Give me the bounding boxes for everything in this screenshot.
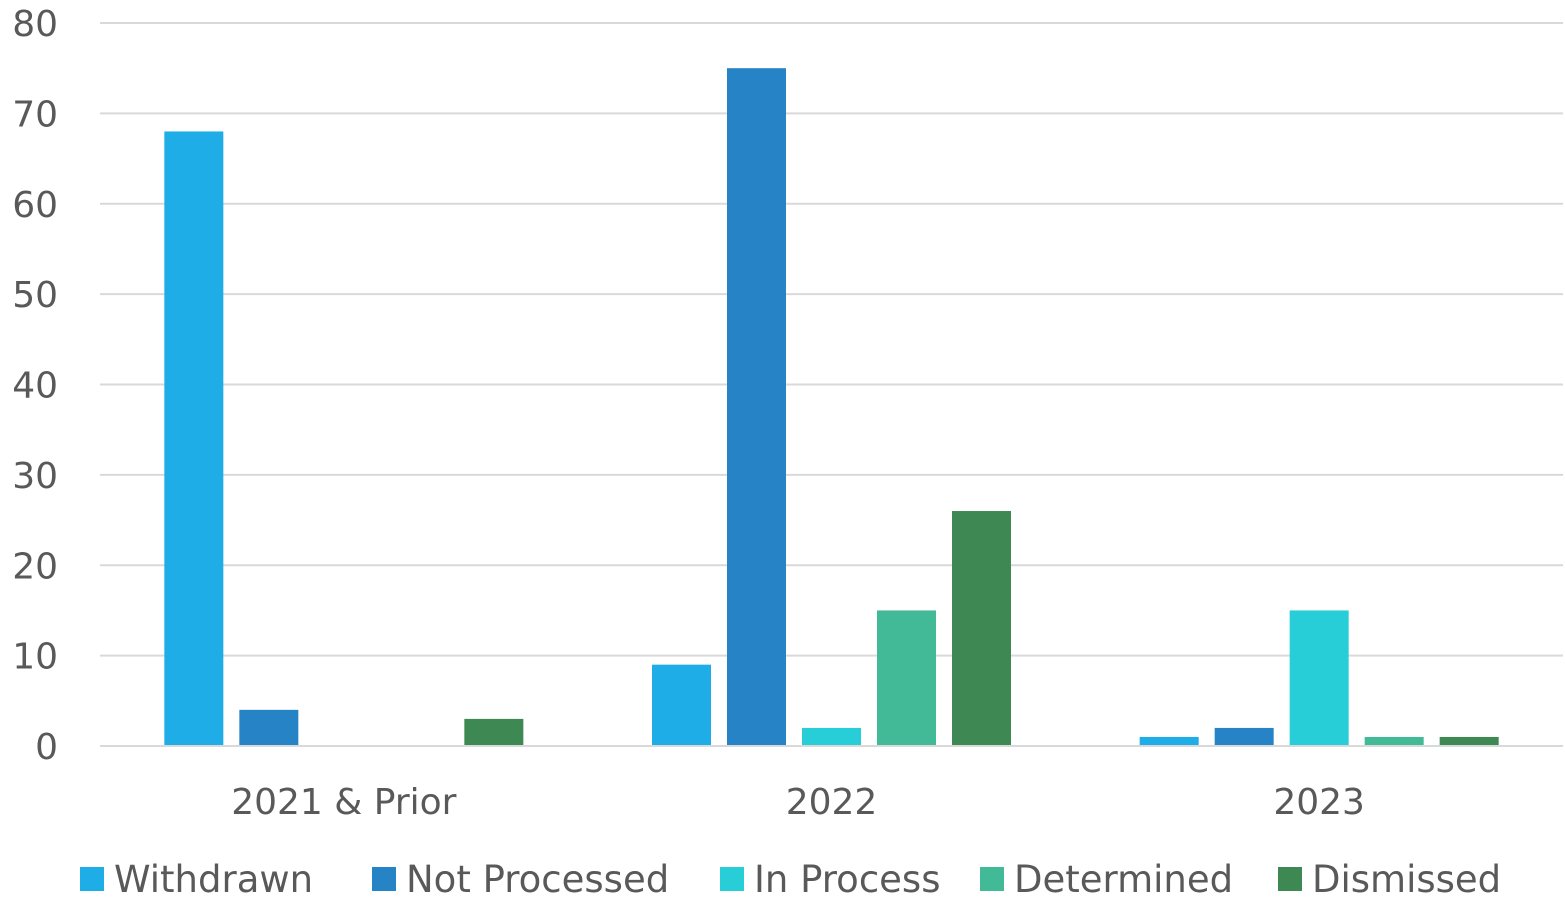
- legend-swatch-dismissed: [1278, 867, 1302, 891]
- y-axis-tick-labels: 0 10 20 30 40 50 60 70 80: [12, 4, 58, 768]
- bar-withdrawn-1: [652, 664, 711, 746]
- legend-swatch-in-process: [720, 867, 744, 891]
- bar-in-process-2: [1289, 610, 1349, 746]
- y-tick-label: 70: [12, 94, 58, 135]
- y-tick-label: 80: [12, 4, 58, 45]
- gridlines: [100, 22, 1563, 657]
- bar-not-processed-1: [727, 68, 786, 746]
- legend-label: In Process: [754, 858, 940, 901]
- bars: [164, 68, 1499, 746]
- bar-withdrawn-0: [164, 131, 224, 746]
- bar-dismissed-0: [464, 718, 524, 746]
- bar-dismissed-1: [952, 511, 1011, 746]
- bar-withdrawn-2: [1139, 736, 1199, 746]
- y-tick-label: 50: [12, 275, 58, 316]
- x-category-label: 2022: [786, 782, 878, 823]
- legend: Withdrawn Not Processed In Process Determin…: [80, 858, 1501, 901]
- x-category-label: 2021 & Prior: [231, 782, 456, 823]
- y-tick-label: 40: [12, 366, 58, 407]
- bar-determined-1: [877, 610, 936, 746]
- bar-dismissed-2: [1439, 736, 1499, 746]
- bar-in-process-1: [802, 727, 861, 746]
- y-tick-label: 60: [12, 185, 58, 226]
- legend-swatch-not-processed: [372, 867, 396, 891]
- legend-label: Withdrawn: [114, 858, 313, 901]
- y-tick-label: 30: [12, 456, 58, 497]
- bar-not-processed-2: [1214, 727, 1274, 746]
- bar-determined-2: [1364, 736, 1424, 746]
- y-tick-label: 10: [12, 637, 58, 678]
- x-axis-category-labels: 2021 & Prior 2022 2023: [231, 782, 1365, 823]
- y-tick-label: 0: [35, 727, 58, 768]
- legend-label: Determined: [1014, 858, 1233, 901]
- legend-label: Not Processed: [406, 858, 669, 901]
- legend-label: Dismissed: [1312, 858, 1501, 901]
- legend-swatch-determined: [980, 867, 1004, 891]
- y-tick-label: 20: [12, 546, 58, 587]
- legend-swatch-withdrawn: [80, 867, 104, 891]
- bar-not-processed-0: [239, 709, 299, 746]
- x-category-label: 2023: [1273, 782, 1365, 823]
